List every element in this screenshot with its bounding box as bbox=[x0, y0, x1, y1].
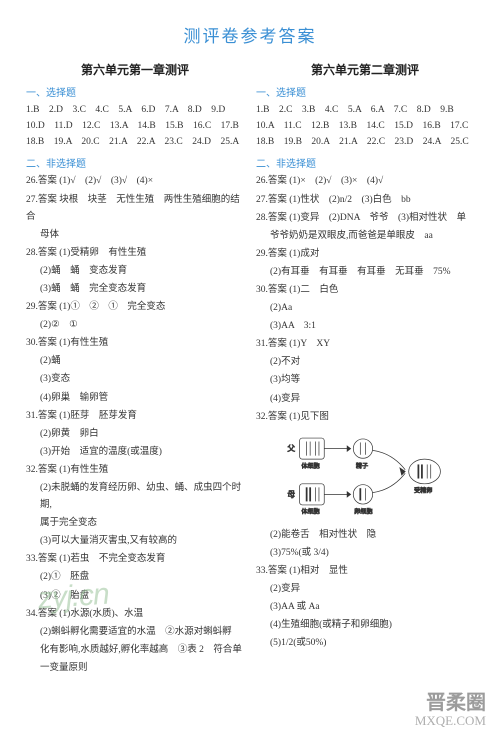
rq30b: (2)Aa bbox=[256, 300, 474, 317]
rq28b: 爷爷奶奶是双眼皮,而爸爸是单眼皮 aa bbox=[256, 228, 474, 245]
q28c: (3)蛹 蛹 完全变态发育 bbox=[26, 281, 244, 298]
mother-label: 母 bbox=[287, 490, 295, 499]
svg-text:体细胞: 体细胞 bbox=[301, 462, 319, 470]
q33a: 33.答案 (1)若虫 不完全变态发育 bbox=[26, 551, 244, 568]
rq31d: (4)变异 bbox=[256, 391, 474, 408]
rq31c: (3)均等 bbox=[256, 372, 474, 389]
watermark-brand-url: MXQE.COM bbox=[415, 713, 486, 728]
rq33b: (2)变异 bbox=[256, 581, 474, 598]
rq31b: (2)不对 bbox=[256, 354, 474, 371]
right-sub2: 二、非选择题 bbox=[256, 155, 474, 170]
rq30c: (3)AA 3:1 bbox=[256, 318, 474, 335]
left-section-title: 第六单元第一章测评 bbox=[26, 61, 244, 78]
q30d: (4)卵巢 输卵管 bbox=[26, 390, 244, 407]
q30b: (2)蛹 bbox=[26, 353, 244, 370]
rq33e: (5)1/2(或50%) bbox=[256, 635, 474, 652]
q29a: 29.答案 (1)① ② ① 完全变态 bbox=[26, 299, 244, 316]
q27a: 27.答案 块根 块茎 无性生殖 两性生殖细胞的结合 bbox=[26, 192, 244, 226]
q32b: (2)未脱蛹的发育经历卵、幼虫、蛹、成虫四个时期, bbox=[26, 480, 244, 514]
left-mcq: 1.B 2.D 3.C 4.C 5.A 6.D 7.A 8.D 9.D 10.D… bbox=[26, 102, 244, 150]
left-sub1: 一、选择题 bbox=[26, 84, 244, 99]
q31a: 31.答案 (1)胚芽 胚芽发育 bbox=[26, 408, 244, 425]
svg-text:体细胞: 体细胞 bbox=[301, 507, 319, 515]
q26: 26.答案 (1)√ (2)√ (3)√ (4)× bbox=[26, 173, 244, 190]
right-column: 第六单元第二章测评 一、选择题 1.B 2.C 3.B 4.C 5.A 6.A … bbox=[250, 61, 480, 678]
watermark-brand-main: 晋柔圈 bbox=[426, 692, 486, 714]
rq32a: 32.答案 (1)见下图 bbox=[256, 409, 474, 426]
rq29b: (2)有耳垂 有耳垂 有耳垂 无耳垂 75% bbox=[256, 264, 474, 281]
q31b: (2)卵黄 卵白 bbox=[26, 426, 244, 443]
rq32b: (2)能卷舌 相对性状 隐 bbox=[256, 527, 474, 544]
content-columns: 第六单元第一章测评 一、选择题 1.B 2.D 3.C 4.C 5.A 6.D … bbox=[0, 61, 500, 678]
rq29a: 29.答案 (1)成对 bbox=[256, 246, 474, 263]
q27b: 母体 bbox=[26, 227, 244, 244]
inheritance-diagram: 父 体细胞 精子 母 体细胞 bbox=[280, 431, 460, 519]
left-sub2: 二、非选择题 bbox=[26, 155, 244, 170]
rq33a: 33.答案 (1)相对 显性 bbox=[256, 563, 474, 580]
q31c: (3)开始 适宜的温度(或温度) bbox=[26, 444, 244, 461]
q34c: 化有影响,水质越好,孵化率越高 ③表 2 符合单 bbox=[26, 642, 244, 659]
watermark-brand: 晋柔圈 MXQE.COM bbox=[415, 692, 486, 728]
rq33d: (4)生殖细胞(或精子和卵细胞) bbox=[256, 617, 474, 634]
q28b: (2)蛹 蛹 变态发育 bbox=[26, 263, 244, 280]
q32c: 属于完全变态 bbox=[26, 515, 244, 532]
q32d: (3)可以大量消灭害虫,又有较高的 bbox=[26, 533, 244, 550]
rq31a: 31.答案 (1)Y XY bbox=[256, 336, 474, 353]
svg-text:受精卵: 受精卵 bbox=[414, 486, 432, 494]
rq33c: (3)AA 或 Aa bbox=[256, 599, 474, 616]
rq26: 26.答案 (1)× (2)√ (3)× (4)√ bbox=[256, 173, 474, 190]
left-column: 第六单元第一章测评 一、选择题 1.B 2.D 3.C 4.C 5.A 6.D … bbox=[20, 61, 250, 678]
q34d: 一变量原则 bbox=[26, 660, 244, 677]
rq27: 27.答案 (1)性状 (2)n/2 (3)白色 bb bbox=[256, 192, 474, 209]
svg-text:卵细胞: 卵细胞 bbox=[354, 507, 372, 515]
right-sub1: 一、选择题 bbox=[256, 84, 474, 99]
q29b: (2)② ① bbox=[26, 317, 244, 334]
svg-text:精子: 精子 bbox=[356, 462, 368, 470]
q32a: 32.答案 (1)有性生殖 bbox=[26, 462, 244, 479]
page-title: 测评卷参考答案 bbox=[0, 0, 500, 61]
q34a: 34.答案 (1)水源(水质)、水温 bbox=[26, 606, 244, 623]
q30c: (3)变态 bbox=[26, 371, 244, 388]
father-label: 父 bbox=[287, 444, 295, 453]
q28a: 28.答案 (1)受精卵 有性生殖 bbox=[26, 245, 244, 262]
q30a: 30.答案 (1)有性生殖 bbox=[26, 335, 244, 352]
right-section-title: 第六单元第二章测评 bbox=[256, 61, 474, 78]
right-mcq: 1.B 2.C 3.B 4.C 5.A 6.A 7.C 8.D 9.B 10.A… bbox=[256, 102, 474, 150]
q33c: (3)② 胎盘 bbox=[26, 588, 244, 605]
q34b: (2)蝌蚪孵化需要适宜的水温 ②水源对蝌蚪孵 bbox=[26, 624, 244, 641]
q33b: (2)① 胚盘 bbox=[26, 569, 244, 586]
rq28a: 28.答案 (1)变异 (2)DNA 爷爷 (3)相对性状 单 bbox=[256, 210, 474, 227]
rq32c: (3)75%(或 3/4) bbox=[256, 545, 474, 562]
rq30a: 30.答案 (1)二 白色 bbox=[256, 282, 474, 299]
